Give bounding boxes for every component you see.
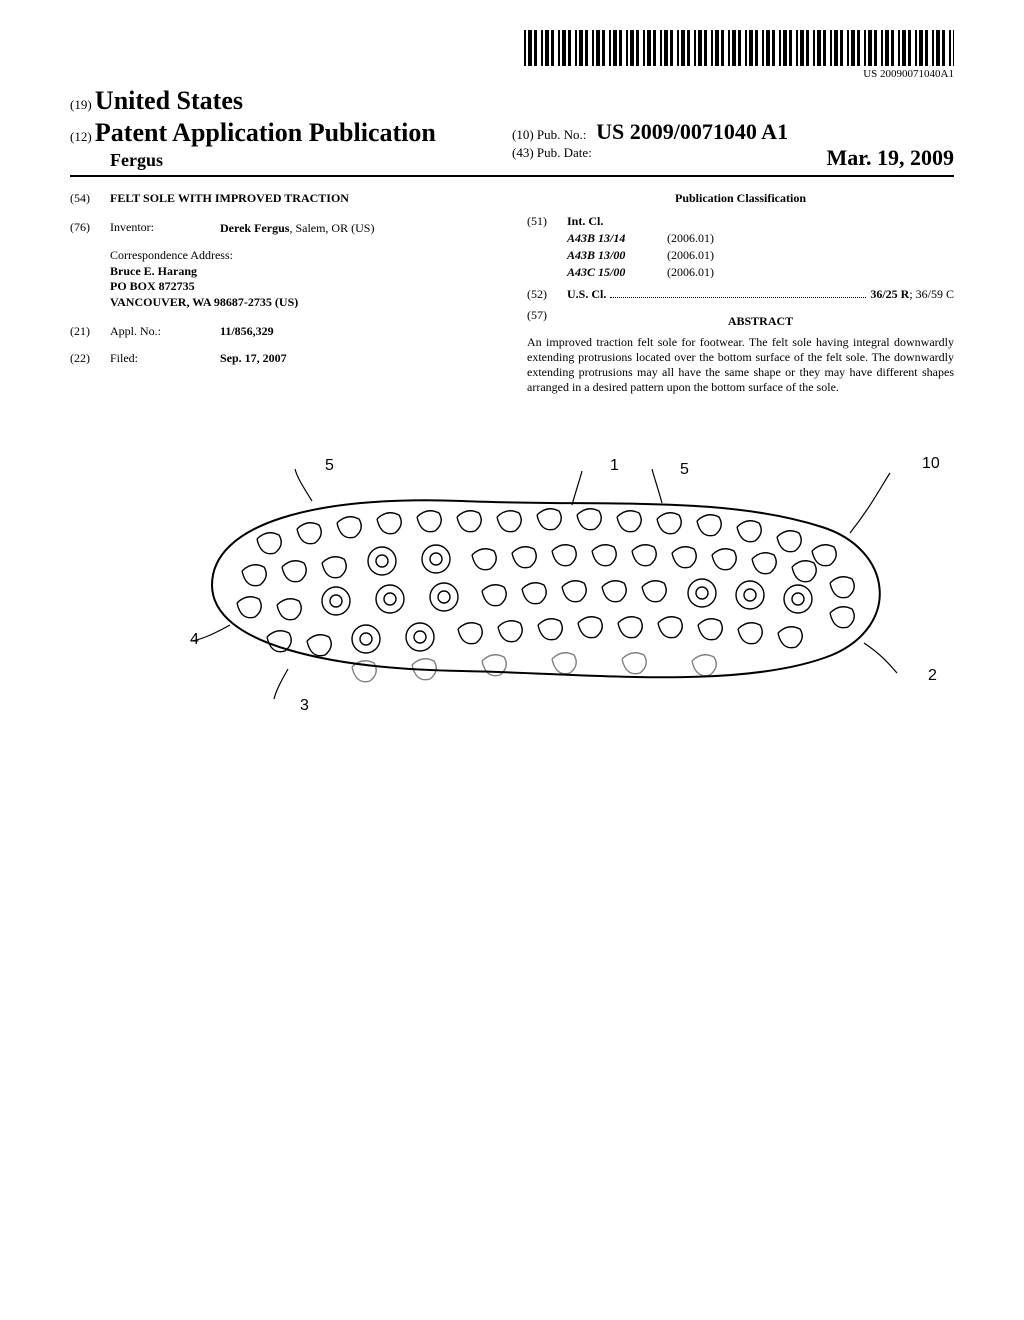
left-column: (54) FELT SOLE WITH IMPROVED TRACTION (7… — [70, 191, 497, 395]
inventor-value: Derek Fergus, Salem, OR (US) — [220, 220, 374, 236]
intcl-entry: A43B 13/00 (2006.01) — [527, 248, 954, 263]
corr-line2: PO BOX 872735 — [110, 279, 497, 295]
inventor-name: Derek Fergus — [220, 221, 289, 235]
doctype-code: (12) — [70, 129, 92, 144]
corr-label: Correspondence Address: — [110, 248, 497, 264]
filed-label: Filed: — [110, 351, 220, 366]
intcl-label: Int. Cl. — [567, 214, 603, 229]
appl-no: 11/856,329 — [220, 324, 274, 339]
pubno: US 2009/0071040 A1 — [596, 119, 788, 144]
barcode-text: US 20090071040A1 — [70, 68, 954, 80]
callout-3: 3 — [300, 697, 309, 715]
callout-5b: 5 — [680, 461, 689, 479]
sole-drawing — [102, 455, 922, 715]
corr-name: Bruce E. Harang — [110, 264, 497, 280]
uscl-rest: ; 36/59 C — [909, 287, 954, 301]
uscl-val: 36/25 R; 36/59 C — [870, 286, 954, 302]
pubdate-code: (43) — [512, 145, 534, 160]
authority: United States — [95, 86, 243, 115]
pubdate-line: (43) Pub. Date: Mar. 19, 2009 — [512, 145, 954, 171]
corr-line3: VANCOUVER, WA 98687-2735 (US) — [110, 295, 497, 311]
header-left: (19) United States (12) Patent Applicati… — [70, 86, 512, 171]
intcl-date: (2006.01) — [667, 265, 714, 280]
right-column: Publication Classification (51) Int. Cl.… — [527, 191, 954, 395]
title-row: (54) FELT SOLE WITH IMPROVED TRACTION — [70, 191, 497, 206]
figure: 5 1 5 10 2 3 4 — [70, 455, 954, 719]
filed-row: (22) Filed: Sep. 17, 2007 — [70, 351, 497, 366]
intcl-cls: A43C 15/00 — [527, 265, 667, 280]
doctype-line: (12) Patent Application Publication — [70, 118, 512, 148]
uscl-row: (52) U.S. Cl. 36/25 R; 36/59 C — [527, 286, 954, 302]
correspondence-block: Correspondence Address: Bruce E. Harang … — [110, 248, 497, 310]
uscl-code: (52) — [527, 287, 567, 302]
abstract-heading-row: (57) ABSTRACT — [527, 308, 954, 335]
header: (19) United States (12) Patent Applicati… — [70, 86, 954, 177]
abstract-title: ABSTRACT — [567, 314, 954, 329]
callout-2: 2 — [928, 667, 937, 685]
intcl-entry: A43C 15/00 (2006.01) — [527, 265, 954, 280]
appl-label: Appl. No.: — [110, 324, 220, 339]
inventor-row: (76) Inventor: Derek Fergus, Salem, OR (… — [70, 220, 497, 236]
biblio-columns: (54) FELT SOLE WITH IMPROVED TRACTION (7… — [70, 191, 954, 395]
pubno-line: (10) Pub. No.: US 2009/0071040 A1 — [512, 119, 954, 145]
intcl-row: (51) Int. Cl. — [527, 214, 954, 229]
intcl-code: (51) — [527, 214, 567, 229]
authority-line: (19) United States — [70, 86, 512, 116]
callout-5a: 5 — [325, 457, 334, 475]
title-code: (54) — [70, 191, 110, 206]
intcl-cls: A43B 13/00 — [527, 248, 667, 263]
inventor-header: Fergus — [70, 150, 512, 171]
inventor-code: (76) — [70, 220, 110, 236]
pubdate-label: Pub. Date: — [537, 145, 592, 160]
header-right: (10) Pub. No.: US 2009/0071040 A1 (43) P… — [512, 113, 954, 171]
barcode-block: US 20090071040A1 — [70, 30, 954, 80]
appl-row: (21) Appl. No.: 11/856,329 — [70, 324, 497, 339]
intcl-date: (2006.01) — [667, 231, 714, 246]
dots — [610, 297, 866, 298]
abstract-text: An improved traction felt sole for footw… — [527, 335, 954, 395]
intcl-cls: A43B 13/14 — [527, 231, 667, 246]
appl-code: (21) — [70, 324, 110, 339]
callout-4: 4 — [190, 631, 199, 649]
abstract-code: (57) — [527, 308, 567, 335]
abstract-title-wrap: ABSTRACT — [567, 308, 954, 335]
authority-code: (19) — [70, 97, 92, 112]
intcl-date: (2006.01) — [667, 248, 714, 263]
uscl-bold: 36/25 R — [870, 287, 909, 301]
inventor-label: Inventor: — [110, 220, 220, 236]
filed-date: Sep. 17, 2007 — [220, 351, 287, 366]
inventor-loc: , Salem, OR (US) — [289, 221, 374, 235]
barcode — [524, 30, 954, 66]
doctype: Patent Application Publication — [95, 118, 436, 147]
pubclass-title: Publication Classification — [527, 191, 954, 206]
title: FELT SOLE WITH IMPROVED TRACTION — [110, 191, 349, 206]
callout-10: 10 — [922, 455, 940, 473]
pubdate: Mar. 19, 2009 — [826, 145, 954, 171]
callout-1: 1 — [610, 457, 619, 475]
pubno-code: (10) — [512, 127, 534, 142]
patent-page: US 20090071040A1 (19) United States (12)… — [0, 0, 1024, 759]
pubno-label: Pub. No.: — [537, 127, 586, 142]
intcl-entry: A43B 13/14 (2006.01) — [527, 231, 954, 246]
uscl-label: U.S. Cl. — [567, 287, 606, 302]
filed-code: (22) — [70, 351, 110, 366]
